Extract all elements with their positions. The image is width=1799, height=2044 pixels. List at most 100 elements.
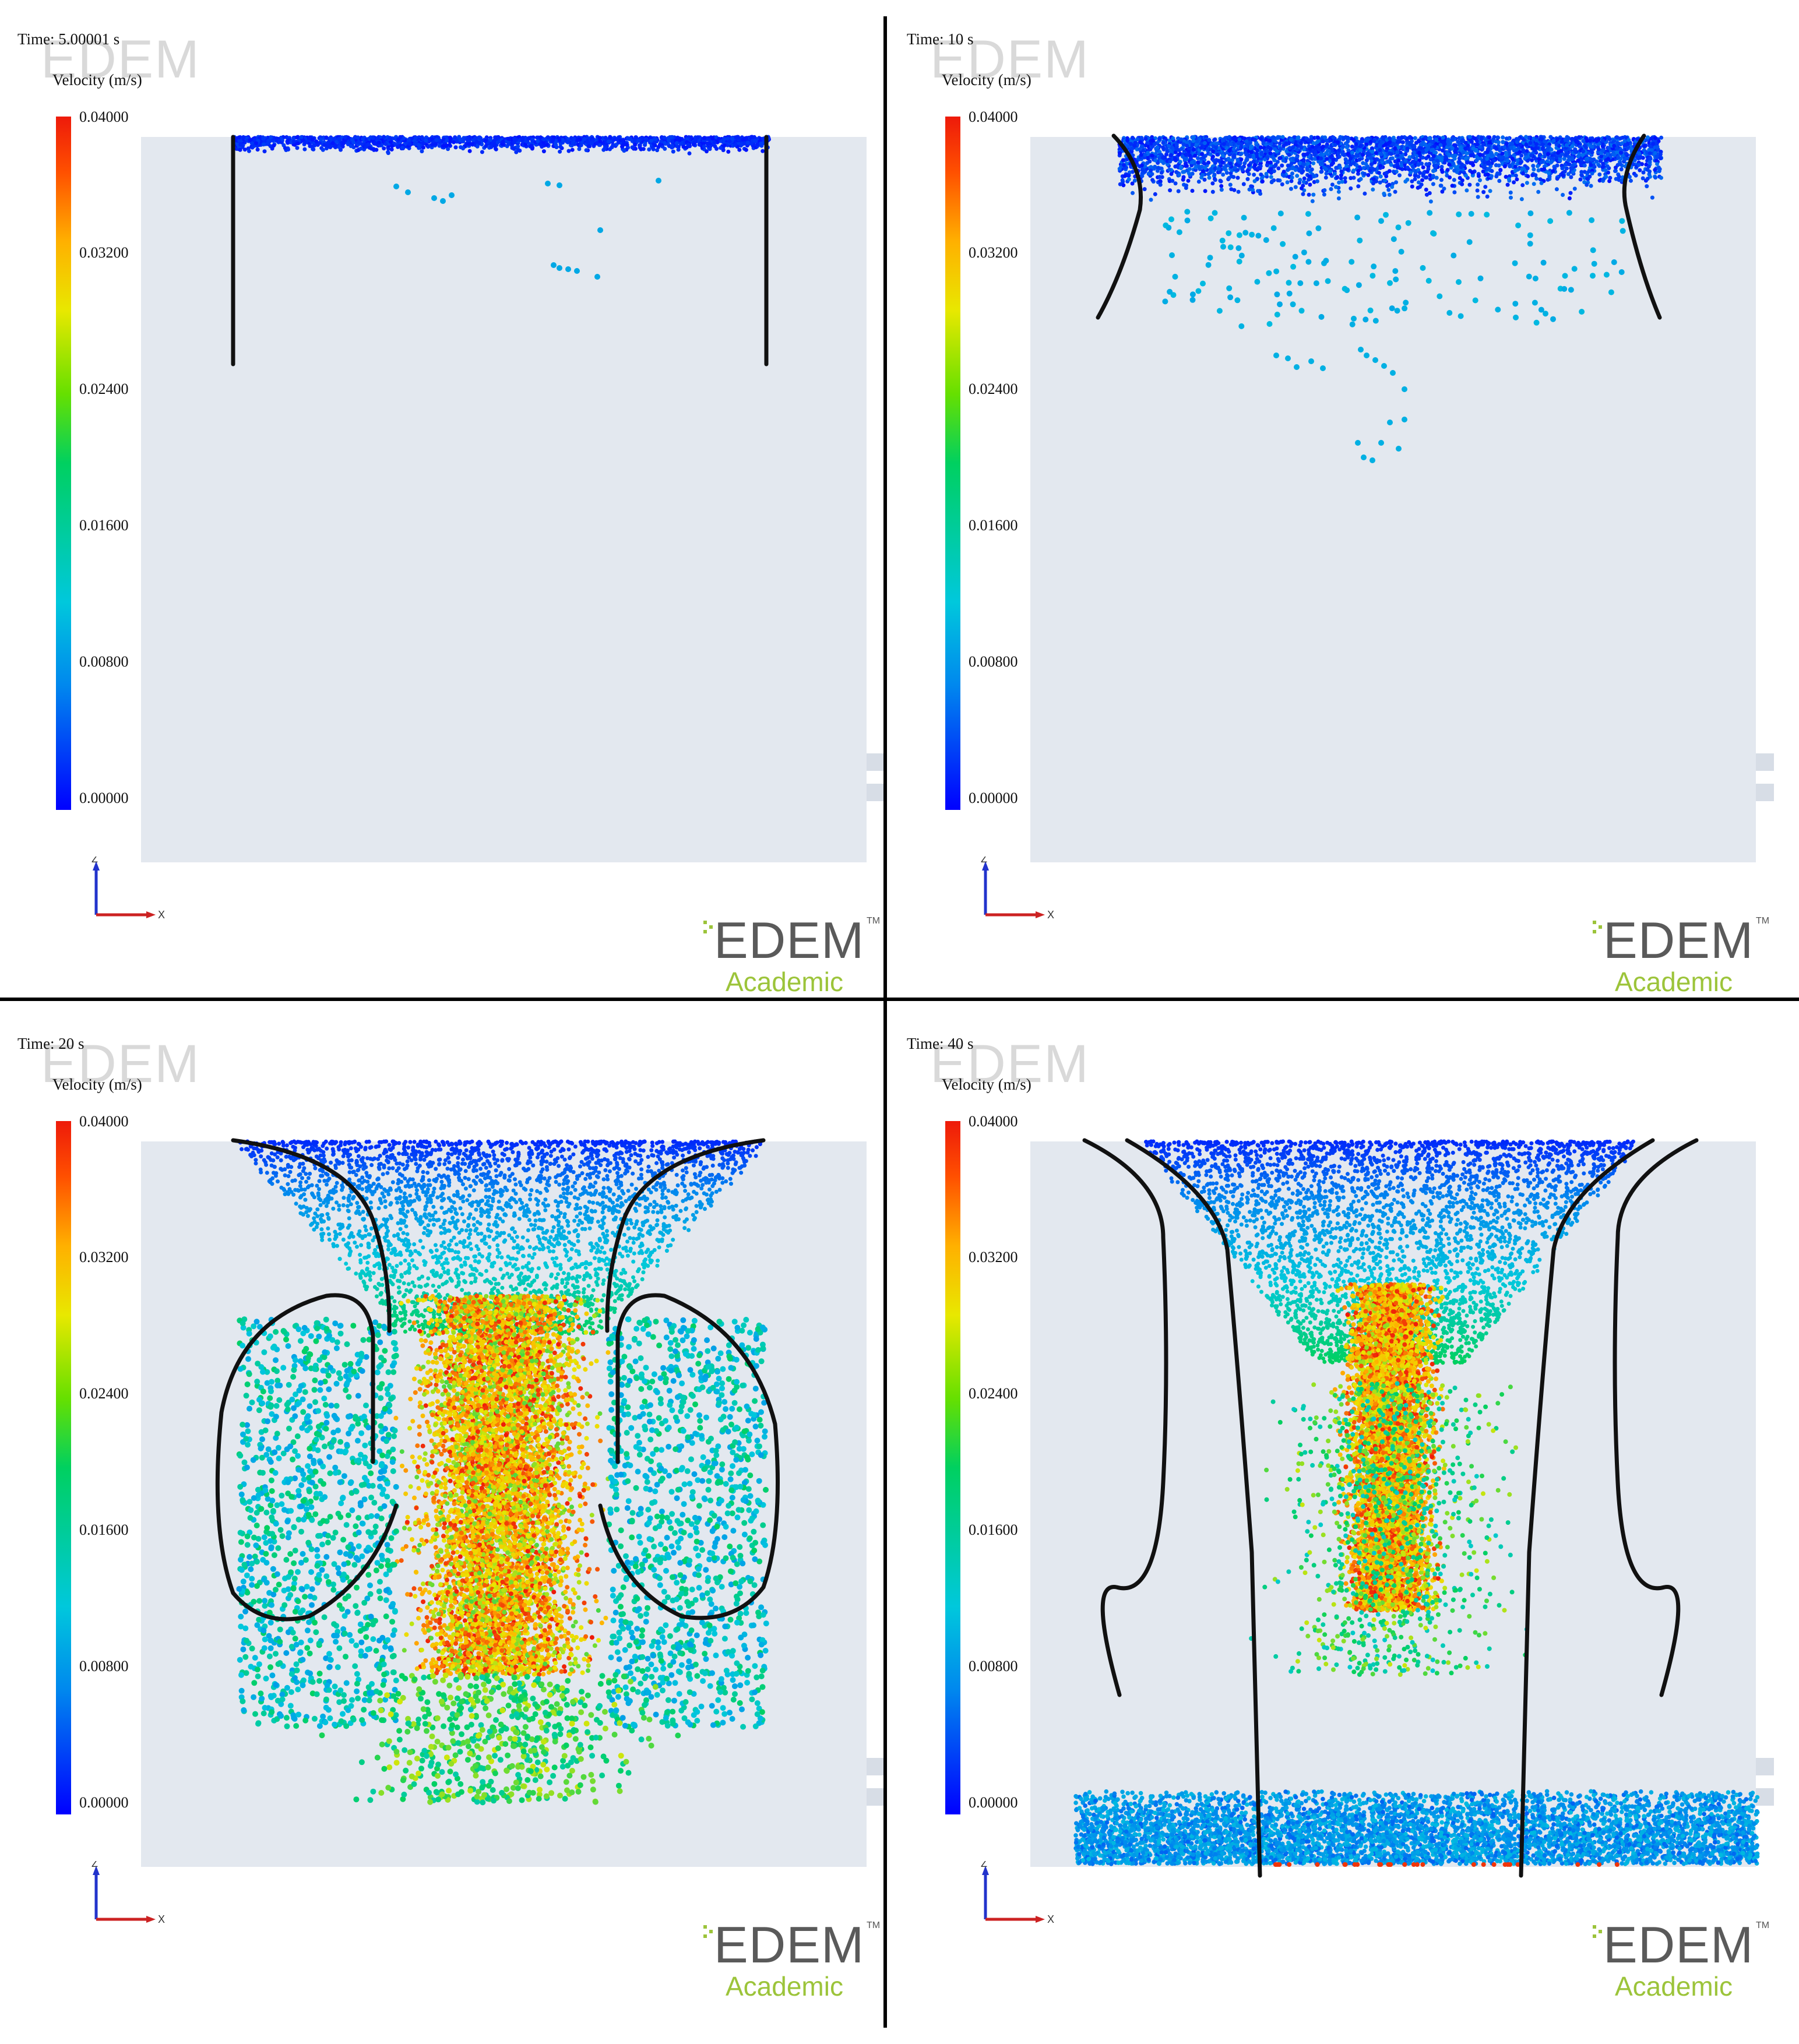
particle: [1276, 166, 1281, 171]
particle: [249, 141, 254, 146]
particle: [691, 142, 696, 147]
particle: [1556, 150, 1560, 155]
particle: [1589, 184, 1593, 188]
particle: [1527, 241, 1533, 247]
particle: [321, 147, 325, 152]
particle: [659, 139, 664, 144]
particle: [1361, 165, 1366, 170]
particle: [1336, 151, 1340, 156]
particle: [1440, 189, 1445, 194]
particle: [1290, 171, 1294, 176]
particle: [1306, 138, 1311, 143]
particle: [1301, 192, 1305, 196]
particle: [1369, 162, 1374, 167]
particle: [1394, 180, 1399, 185]
particle: [1596, 147, 1601, 151]
particle: [1492, 158, 1497, 163]
particle: [1354, 142, 1358, 146]
particle: [1658, 156, 1663, 161]
particle: [1409, 170, 1413, 175]
particle: [1635, 155, 1640, 160]
outlet-stub: [867, 784, 885, 801]
particle: [1613, 169, 1617, 173]
particle: [1570, 144, 1575, 149]
particle: [529, 144, 533, 149]
particle: [1277, 210, 1284, 217]
particle: [1139, 153, 1143, 157]
particle: [719, 146, 723, 150]
particle: [1371, 187, 1375, 192]
particle: [440, 198, 446, 204]
particle: [1657, 169, 1661, 174]
particle: [1420, 178, 1424, 182]
particle: [1363, 316, 1369, 323]
particle: [1351, 168, 1356, 173]
particle: [1494, 174, 1499, 179]
particle: [1321, 139, 1325, 144]
particle: [1221, 172, 1226, 177]
particle: [1540, 142, 1545, 147]
particle: [371, 147, 376, 151]
particle: [1536, 168, 1541, 172]
particle: [488, 138, 493, 142]
particle: [389, 147, 394, 151]
particle: [674, 144, 679, 149]
particle: [1442, 186, 1446, 191]
particle: [755, 142, 760, 147]
particle: [1259, 136, 1263, 141]
particle: [1641, 170, 1646, 175]
particle: [1387, 182, 1392, 187]
particle: [1310, 199, 1315, 203]
particle: [752, 135, 756, 139]
particle: [1571, 170, 1575, 174]
simulation-viewport[interactable]: [1030, 137, 1756, 862]
particle: [670, 139, 674, 144]
particle: [1512, 148, 1516, 153]
particle: [1629, 178, 1633, 183]
particle: [671, 149, 675, 154]
particle: [1470, 170, 1474, 175]
particle: [1247, 163, 1251, 168]
particle: [1349, 186, 1353, 191]
particle: [1395, 165, 1400, 170]
particle: [1534, 139, 1539, 143]
particle: [1474, 154, 1479, 159]
particle: [1525, 181, 1529, 185]
particle: [480, 150, 484, 154]
particle: [695, 135, 699, 140]
particle: [1235, 157, 1240, 162]
particle: [1527, 210, 1534, 217]
particle: [1588, 139, 1592, 143]
particle: [1282, 174, 1286, 178]
logo-dots-icon: [703, 921, 713, 933]
particle: [1185, 164, 1189, 168]
particle: [1590, 171, 1594, 176]
particle: [1122, 163, 1126, 167]
particle: [1153, 164, 1157, 169]
particle: [702, 144, 706, 149]
particle: [1594, 139, 1599, 143]
particle: [1189, 160, 1194, 164]
particle: [1526, 174, 1530, 178]
simulation-viewport[interactable]: [141, 137, 867, 862]
particle: [1244, 152, 1249, 157]
particle: [1265, 155, 1270, 160]
particle: [1481, 190, 1486, 195]
particle: [1417, 150, 1421, 155]
particle: [1412, 145, 1417, 149]
axis-triad-icon: Z X: [91, 857, 165, 921]
particle: [1364, 137, 1369, 142]
particle: [1312, 179, 1316, 184]
particle: [1417, 161, 1421, 166]
particle: [1236, 258, 1242, 265]
particle: [1188, 172, 1192, 177]
particle: [1210, 181, 1215, 186]
particle: [1235, 175, 1240, 180]
particle: [675, 135, 680, 140]
particle: [1561, 193, 1565, 197]
particle: [1197, 166, 1202, 171]
particle: [1386, 188, 1391, 192]
particle: [1396, 139, 1400, 144]
particle: [1161, 156, 1165, 160]
particle: [1474, 158, 1479, 163]
